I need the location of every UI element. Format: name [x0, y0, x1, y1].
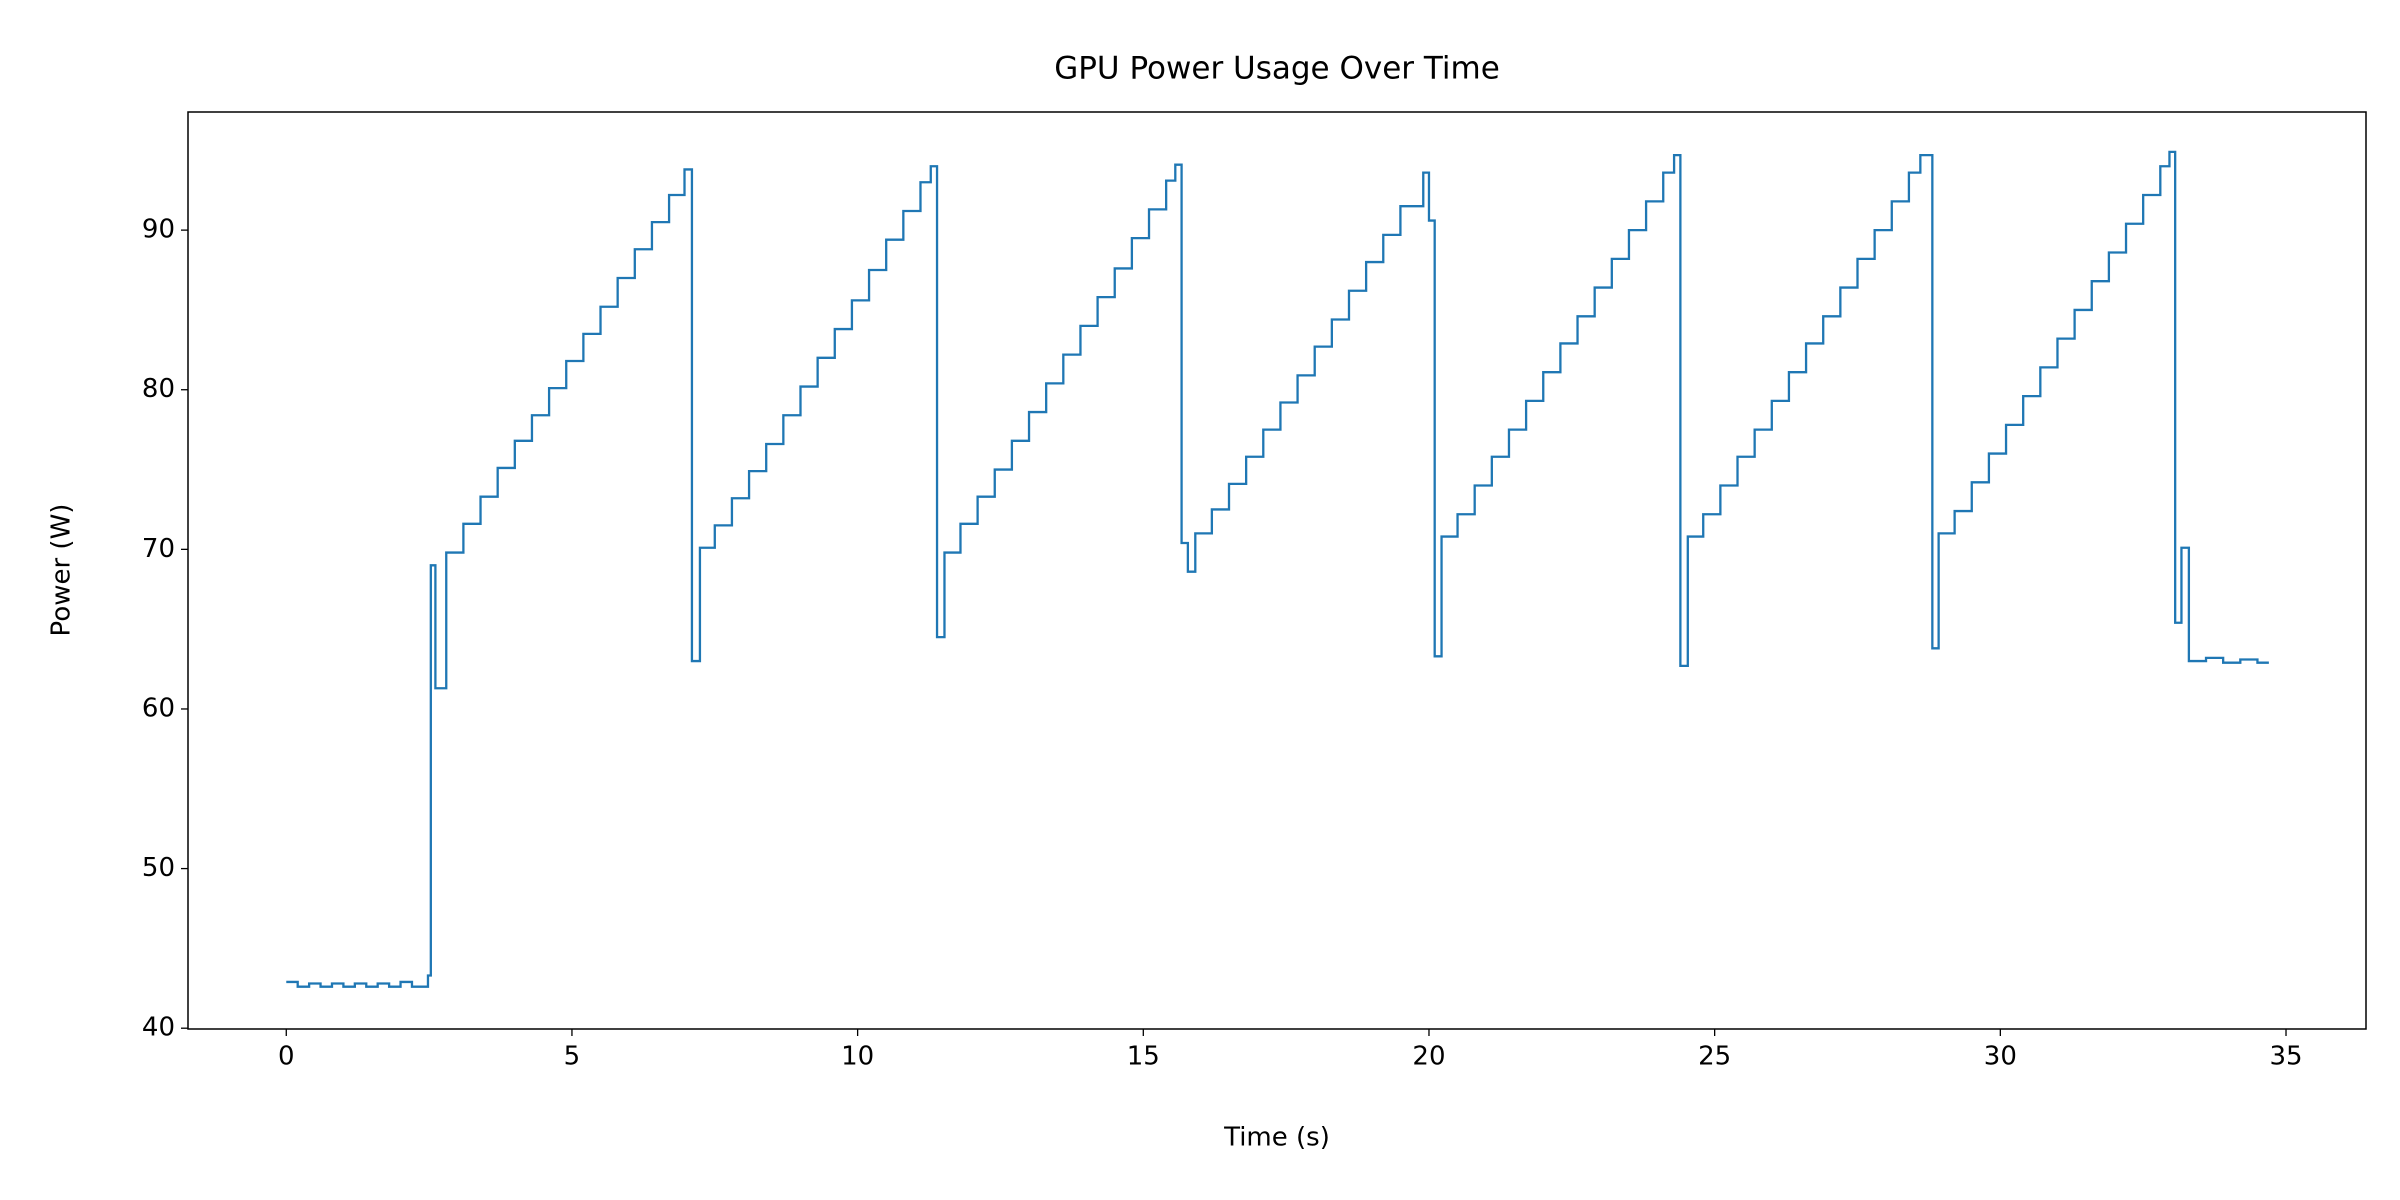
chart-title: GPU Power Usage Over Time	[1054, 51, 1500, 87]
x-axis-label: Time (s)	[1223, 1123, 1330, 1153]
x-tick-label: 20	[1412, 1042, 1445, 1072]
x-tick-label: 35	[2269, 1042, 2302, 1072]
plot-frame	[187, 111, 2367, 1030]
y-tick-label: 80	[142, 374, 175, 404]
x-tick-label: 15	[1127, 1042, 1160, 1072]
y-tick-label: 70	[142, 534, 175, 564]
y-axis-label: Power (W)	[47, 504, 77, 637]
x-tick-label: 0	[278, 1042, 295, 1072]
y-tick-label: 40	[142, 1013, 175, 1043]
y-tick-label: 60	[142, 693, 175, 723]
x-tick-label: 30	[1984, 1042, 2017, 1072]
y-tick-label: 90	[142, 215, 175, 245]
x-tick-label: 25	[1698, 1042, 1731, 1072]
x-tick-label: 10	[841, 1042, 874, 1072]
y-tick-label: 50	[142, 853, 175, 883]
x-tick-label: 5	[564, 1042, 581, 1072]
line	[286, 150, 2269, 988]
